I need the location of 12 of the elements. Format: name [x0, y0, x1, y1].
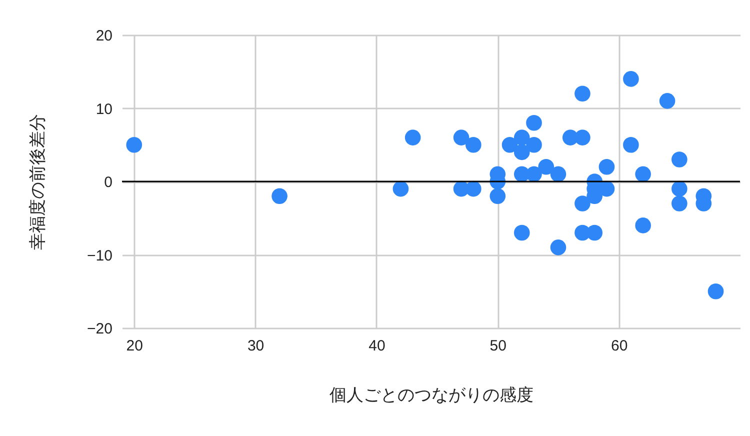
y-tick-label: −10	[87, 247, 112, 264]
x-tick-label: 20	[126, 338, 143, 354]
y-tick-label: 20	[96, 28, 112, 44]
x-tick-label: 60	[610, 338, 628, 354]
x-tick-label: 40	[368, 338, 386, 354]
x-axis-title: 個人ごとのつながりの感度	[330, 386, 534, 404]
x-tick-label: 30	[247, 338, 264, 354]
x-tick-label: 50	[490, 338, 506, 354]
y-axis-title: 幸福度の前後差分	[28, 114, 48, 250]
y-tick-label: 10	[96, 100, 112, 118]
y-tick-label: 0	[104, 174, 112, 191]
y-tick-label: −20	[87, 320, 112, 338]
